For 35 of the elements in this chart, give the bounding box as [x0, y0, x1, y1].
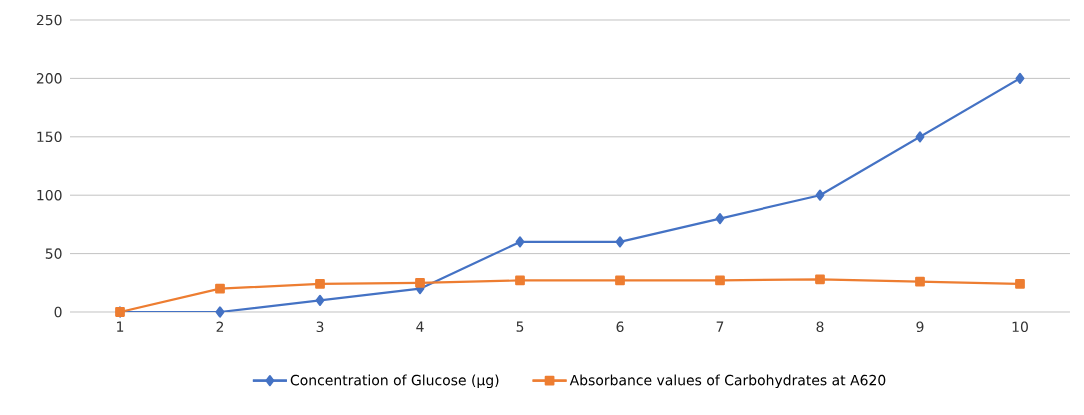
- point: [315, 279, 325, 289]
- legend-label: Concentration of Glucose (µg): [290, 374, 499, 389]
- y-tick-label: 150: [37, 131, 62, 143]
- point: [915, 131, 925, 143]
- point: [915, 276, 925, 287]
- x-tick-label: 6: [616, 321, 624, 333]
- x-tick-label: 3: [316, 321, 324, 333]
- point: [715, 275, 725, 286]
- point: [415, 277, 425, 288]
- point: [515, 236, 525, 248]
- point: [815, 189, 825, 201]
- x-tick-label: 5: [516, 321, 524, 332]
- y-tick-label: 200: [36, 73, 62, 84]
- x-tick-label: 4: [416, 321, 424, 332]
- point: [315, 294, 325, 306]
- point: [815, 274, 825, 285]
- point: [615, 275, 625, 286]
- point: [715, 212, 725, 225]
- x-tick-label: 9: [916, 321, 924, 333]
- y-tick-label: 250: [36, 14, 62, 26]
- x-tick-label: 1: [117, 321, 124, 332]
- point: [1015, 279, 1025, 289]
- point: [615, 236, 625, 248]
- x-tick-label: 8: [816, 321, 824, 333]
- x-tick-label: 10: [1012, 321, 1028, 333]
- point: [215, 283, 225, 294]
- x-tick-label: 2: [216, 321, 224, 332]
- y-tick-label: 0: [54, 306, 62, 318]
- point: [515, 275, 525, 286]
- y-tick-label: 100: [37, 189, 62, 201]
- point: [1015, 72, 1025, 84]
- x-tick-label: 7: [716, 321, 724, 332]
- y-tick-label: 50: [45, 248, 62, 259]
- point: [215, 306, 225, 318]
- legend-label: Absorbance values of Carbohydrates at A620: [569, 374, 886, 389]
